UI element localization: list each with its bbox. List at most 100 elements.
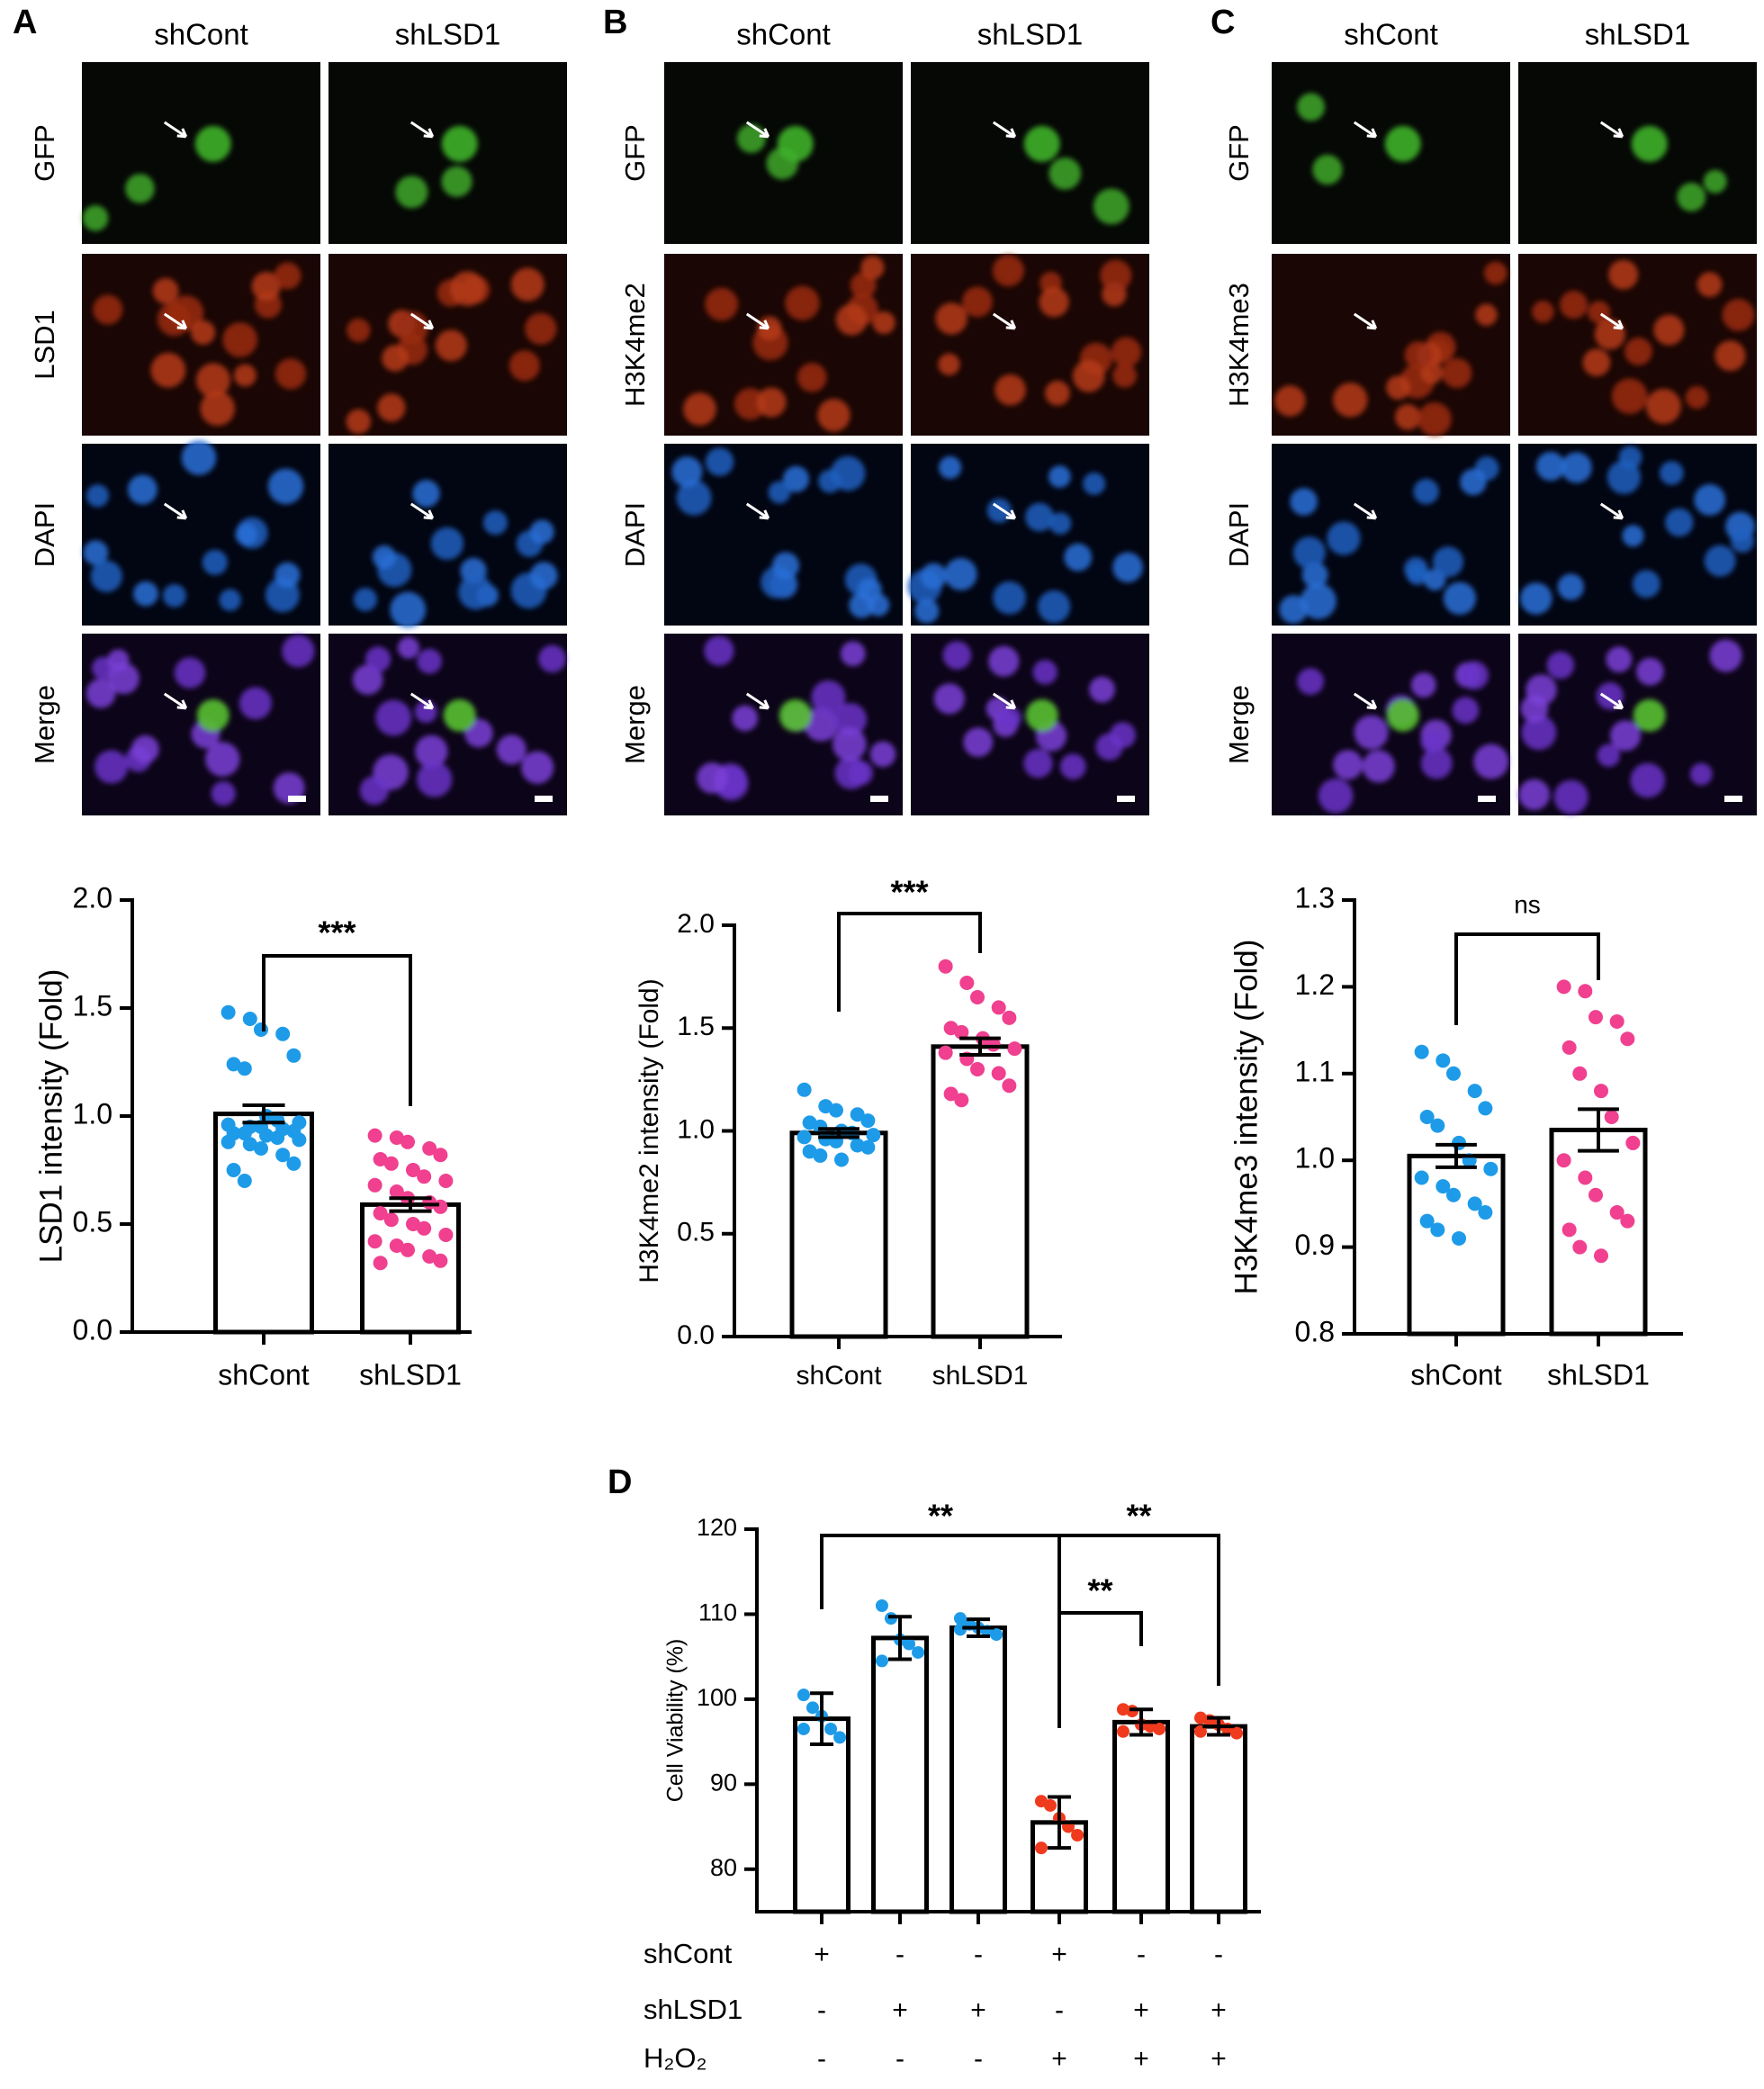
nuclei	[1297, 661, 1509, 814]
nucleus	[920, 563, 947, 590]
condition-value: +	[1133, 2044, 1149, 2074]
nucleus	[1714, 340, 1746, 372]
nucleus	[1333, 383, 1368, 418]
nucleus	[195, 363, 231, 398]
nucleus	[860, 256, 885, 280]
nucleus	[435, 329, 467, 362]
data-point	[438, 1228, 454, 1242]
data-point	[970, 1061, 985, 1076]
nucleus	[992, 255, 1024, 287]
nucleus	[1420, 731, 1443, 753]
condition-value: -	[1055, 1995, 1064, 2025]
nucleus	[1290, 488, 1318, 516]
nucleus	[1413, 478, 1439, 505]
data-point	[373, 1256, 388, 1271]
nucleus	[353, 588, 377, 612]
arrow	[1599, 121, 1624, 139]
data-point	[860, 1139, 876, 1155]
condition-value: -	[896, 1940, 904, 1969]
data-point	[220, 1004, 236, 1020]
nucleus	[150, 352, 186, 388]
nucleus	[346, 409, 372, 435]
data-point	[1478, 1101, 1493, 1116]
nucleus	[274, 562, 301, 589]
gfp-cell	[441, 125, 478, 162]
condition-value: +	[1210, 2044, 1227, 2074]
condition-value: +	[1210, 1995, 1227, 2025]
data-point	[1609, 1013, 1624, 1029]
data-point	[226, 1163, 241, 1177]
nucleus	[796, 363, 827, 392]
nucleus	[174, 657, 206, 689]
nucleus	[1274, 385, 1306, 417]
nucleus	[998, 706, 1022, 730]
column-label: shCont	[1344, 18, 1438, 51]
nuclei	[1297, 93, 1421, 185]
data-point	[275, 1148, 291, 1163]
nucleus	[274, 262, 302, 290]
nucleus	[529, 519, 554, 545]
bar	[1190, 1724, 1247, 1914]
micrograph	[1272, 62, 1510, 244]
row-label: Merge	[619, 685, 651, 764]
data-point	[220, 1134, 236, 1149]
data-point	[433, 1148, 448, 1163]
y-tick-label: 0.0	[73, 1313, 112, 1346]
data-point	[417, 1169, 432, 1184]
micrograph	[328, 62, 567, 244]
y-tick-label: 100	[697, 1684, 737, 1711]
data-point	[1625, 1135, 1641, 1150]
row-label: LSD1	[29, 310, 60, 380]
arrow	[410, 692, 435, 710]
significance-label: ns	[1514, 890, 1541, 918]
row-label: H3K4me3	[1223, 283, 1255, 407]
nucleus	[251, 272, 281, 302]
data-point	[286, 1048, 302, 1063]
nucleus	[1689, 762, 1713, 786]
gfp-cell	[778, 698, 812, 732]
nucleus	[529, 562, 558, 590]
nuclei	[1274, 261, 1508, 437]
nucleus	[1483, 261, 1508, 285]
nucleus	[82, 205, 109, 231]
nucleus	[1618, 446, 1642, 470]
data-point	[1193, 1724, 1207, 1738]
data-point	[1483, 1161, 1498, 1176]
data-point	[286, 1156, 302, 1171]
y-tick-label: 2.0	[677, 909, 715, 939]
nucleus	[935, 302, 968, 335]
nucleus	[1443, 581, 1477, 615]
nucleus	[704, 635, 734, 666]
nucleus	[1297, 93, 1326, 122]
data-point	[796, 1082, 812, 1097]
nucleus	[202, 549, 228, 575]
nucleus	[449, 271, 485, 307]
row-label: GFP	[29, 124, 60, 182]
data-point	[990, 1628, 1004, 1642]
arrow	[410, 121, 435, 139]
nucleus	[1048, 512, 1072, 535]
significance-bracket	[1454, 932, 1600, 1025]
arrow	[1599, 502, 1624, 520]
micrograph	[664, 254, 903, 436]
nucleus	[1521, 715, 1557, 751]
micrograph	[664, 634, 903, 815]
nucleus	[233, 364, 256, 387]
y-tick-label: 0.9	[1295, 1229, 1335, 1261]
nucleus	[1442, 357, 1472, 389]
data-point	[954, 1024, 969, 1040]
data-point	[422, 1249, 437, 1264]
nucleus	[782, 465, 810, 492]
nucleus	[942, 641, 972, 670]
data-point	[389, 1238, 404, 1253]
data-point	[1556, 979, 1571, 995]
data-point	[1436, 1053, 1451, 1068]
y-tick-label: 2.0	[73, 881, 112, 914]
micrograph	[1518, 254, 1757, 436]
nucleus	[1475, 303, 1498, 326]
data-point	[1594, 1248, 1608, 1264]
gfp-cell	[1384, 125, 1421, 162]
arrow	[1599, 312, 1624, 330]
nucleus	[1624, 338, 1652, 365]
nucleus	[1473, 743, 1509, 779]
